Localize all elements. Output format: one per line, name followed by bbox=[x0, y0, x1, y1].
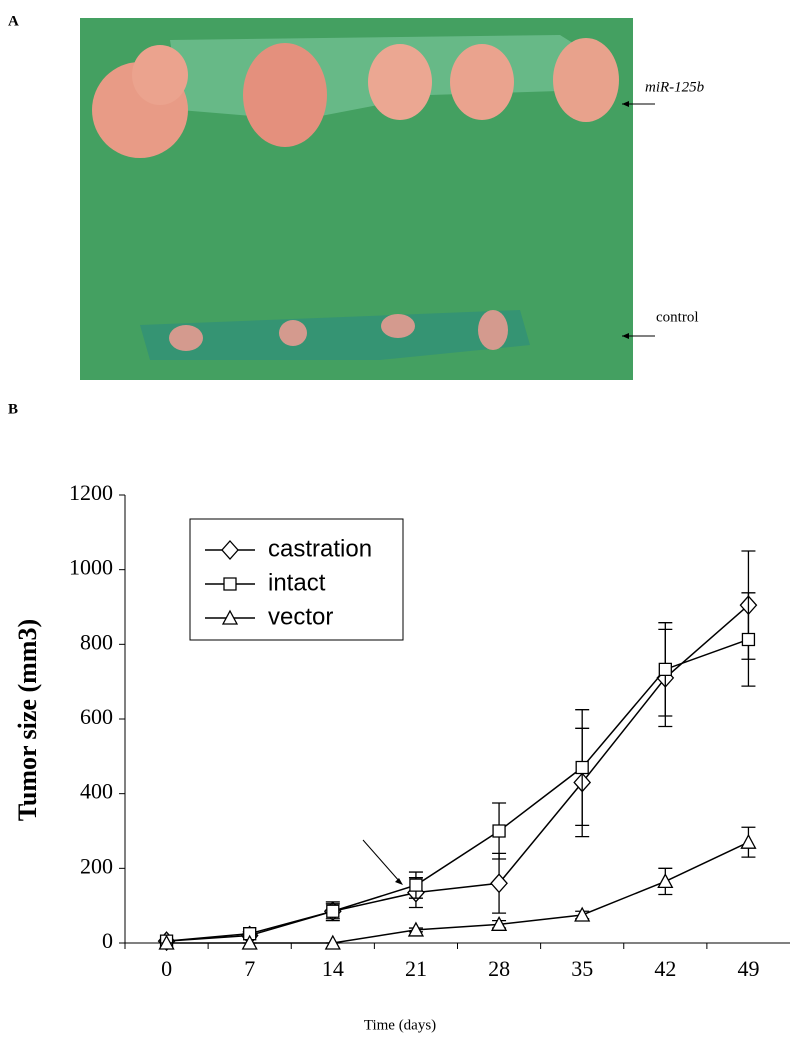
arrow-head bbox=[622, 101, 629, 107]
marker bbox=[241, 934, 258, 950]
y-tick-label: 800 bbox=[80, 629, 113, 654]
x-axis-label: Time (days) bbox=[364, 1017, 436, 1033]
marker bbox=[657, 873, 674, 889]
x-tick-label: 42 bbox=[654, 956, 676, 981]
y-tick-label: 400 bbox=[80, 779, 113, 804]
marker bbox=[158, 934, 175, 950]
photo bbox=[80, 18, 633, 380]
series-line bbox=[166, 638, 749, 942]
arrow-head bbox=[395, 878, 403, 885]
marker bbox=[658, 662, 672, 676]
marker bbox=[575, 760, 589, 775]
y-tick-label: 600 bbox=[80, 704, 113, 729]
panel-label: A bbox=[8, 13, 19, 29]
legend-marker bbox=[221, 540, 239, 560]
y-tick-label: 1000 bbox=[69, 555, 113, 580]
x-tick-label: 35 bbox=[571, 956, 593, 981]
arrow bbox=[362, 839, 401, 883]
series-line bbox=[166, 604, 749, 942]
marker bbox=[407, 921, 425, 937]
marker bbox=[492, 824, 506, 838]
marker bbox=[490, 873, 508, 894]
marker bbox=[741, 632, 756, 647]
x-tick-label: 28 bbox=[488, 956, 510, 981]
x-tick-label: 14 bbox=[322, 956, 344, 981]
panel-label: B bbox=[8, 401, 18, 417]
legend-marker bbox=[221, 609, 239, 625]
legend-label: castration bbox=[268, 535, 372, 562]
annotation: control bbox=[656, 309, 699, 325]
y-tick-label: 200 bbox=[80, 853, 113, 878]
annotation: miR-125b bbox=[645, 79, 705, 95]
y-axis-label: Tumor size (mm3) bbox=[13, 619, 42, 821]
marker bbox=[490, 915, 508, 931]
y-tick-label: 0 bbox=[102, 928, 113, 953]
marker bbox=[326, 904, 340, 918]
marker bbox=[740, 833, 757, 849]
x-tick-label: 0 bbox=[161, 956, 172, 981]
marker bbox=[324, 934, 341, 950]
legend-label: vector bbox=[268, 603, 333, 630]
marker bbox=[243, 927, 257, 941]
x-tick-label: 49 bbox=[737, 956, 759, 981]
x-tick-label: 21 bbox=[405, 956, 427, 981]
legend-label: intact bbox=[268, 569, 326, 596]
legend-marker bbox=[223, 577, 237, 591]
arrow-head bbox=[622, 333, 629, 339]
marker bbox=[409, 878, 423, 892]
marker bbox=[574, 906, 591, 922]
x-tick-label: 7 bbox=[244, 956, 255, 981]
series-line bbox=[166, 841, 749, 944]
y-tick-label: 1200 bbox=[69, 480, 113, 505]
